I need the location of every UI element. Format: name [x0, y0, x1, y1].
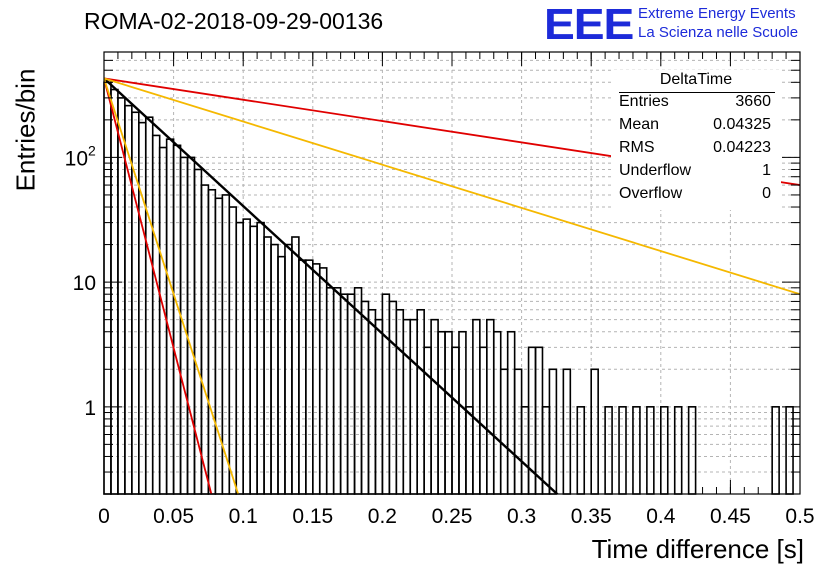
- y-axis-title: Entries/bin: [10, 68, 41, 192]
- stats-row-underflow: Underflow 1: [619, 162, 771, 184]
- y-tick-label: 1: [84, 397, 96, 420]
- stats-value: 0.04223: [713, 139, 771, 156]
- histogram-bar: [346, 293, 356, 495]
- fit-curve-2: [104, 78, 213, 494]
- histogram-bar: [332, 287, 342, 495]
- histogram-bar: [499, 368, 509, 495]
- chart-title: ROMA-02-2018-09-29-00136: [84, 8, 384, 34]
- x-tick-label: 0.35: [571, 505, 612, 528]
- stats-value: 0.04325: [713, 116, 771, 133]
- histogram-bar: [576, 406, 586, 495]
- histogram-bar: [673, 406, 683, 495]
- histogram-bar: [646, 406, 655, 495]
- y-tick-exponent: 2: [88, 142, 96, 158]
- histogram-bar: [381, 293, 391, 495]
- y-axis-title-wrap: Entries/bin: [6, 69, 46, 192]
- logo-line-1: Extreme Energy Events: [638, 5, 796, 22]
- histogram-bar: [158, 146, 168, 495]
- stats-divider: [619, 92, 775, 93]
- x-tick-label: 0.45: [710, 505, 751, 528]
- histogram-bar: [228, 206, 238, 495]
- stats-row-overflow: Overflow 0: [619, 185, 771, 207]
- x-axis-title: Time difference [s]: [591, 534, 804, 564]
- histogram-bar: [214, 197, 224, 495]
- stats-label: Overflow: [619, 185, 683, 202]
- histogram-bar: [305, 259, 314, 495]
- histogram-bar: [263, 236, 272, 495]
- histogram-bar: [618, 406, 627, 495]
- y-tick-label: 10: [65, 147, 88, 170]
- histogram-bar: [138, 121, 147, 495]
- stats-title: DeltaTime: [659, 71, 733, 88]
- histogram-bar: [200, 184, 210, 495]
- stats-label: Entries: [619, 93, 669, 110]
- histogram-bar: [144, 116, 154, 495]
- x-tick-label: 0.25: [432, 505, 473, 528]
- fit-curve-4: [104, 78, 240, 494]
- stats-row-rms: RMS 0.04223: [619, 139, 771, 161]
- histogram-bar: [311, 263, 321, 495]
- histogram-bar: [298, 259, 307, 495]
- histogram-bar: [277, 255, 286, 495]
- histogram-bar: [249, 225, 258, 495]
- histogram-bar: [562, 368, 572, 495]
- histogram-bar: [388, 300, 398, 495]
- histogram-bar: [207, 188, 217, 495]
- histogram-bar: [785, 406, 794, 495]
- histogram-bar: [548, 368, 558, 495]
- histogram-bar: [325, 287, 335, 495]
- histogram-bar: [520, 406, 530, 495]
- histogram-bar: [360, 300, 370, 495]
- histogram-bar: [395, 308, 405, 495]
- plot-frame: [103, 51, 801, 495]
- histogram-bar: [186, 156, 196, 495]
- stats-box: DeltaTime Entries 3660 Mean 0.04325 RMS …: [611, 70, 781, 210]
- histogram-bar: [632, 406, 641, 495]
- histogram-bar: [367, 308, 377, 495]
- x-tick-label: 0.5: [785, 505, 814, 528]
- stats-row-mean: Mean 0.04325: [619, 116, 771, 138]
- histogram-bar: [151, 134, 161, 495]
- fit-curve-0: [104, 77, 559, 494]
- histogram-bar: [604, 406, 613, 495]
- histogram-bar: [235, 221, 245, 495]
- x-tick-label: 0.4: [646, 505, 676, 528]
- axes: 0 0.05 0.1 0.15 0.2 0.25 0.3 0.35 0.4 0.45 0.51101…: [65, 51, 815, 528]
- stats-label: Mean: [619, 116, 660, 133]
- histogram-bar: [291, 236, 300, 495]
- histogram-bar: [513, 368, 523, 495]
- histogram-bar: [687, 406, 697, 495]
- x-tick-label: 0.2: [368, 505, 397, 528]
- x-tick-label: 0.3: [507, 505, 536, 528]
- x-tick-label: 0.15: [292, 505, 333, 528]
- histogram-bar: [590, 368, 599, 495]
- stats-value: 3660: [735, 93, 771, 110]
- stats-row-entries: Entries 3660: [619, 93, 771, 115]
- stats-label: Underflow: [619, 162, 692, 179]
- histogram-bar: [771, 406, 780, 495]
- histogram-bar: [416, 308, 425, 495]
- histogram-bar: [353, 287, 363, 495]
- histogram-bar: [242, 218, 251, 495]
- eee-logo: EEE: [544, 0, 634, 49]
- histogram-bar: [110, 88, 119, 495]
- stats-value: 1: [762, 162, 771, 179]
- x-tick-label: 0.05: [153, 505, 194, 528]
- histogram-bar: [339, 293, 349, 495]
- histogram-bar: [165, 138, 175, 495]
- stats-value: 0: [762, 185, 771, 202]
- histogram-bar: [465, 406, 474, 495]
- histogram-bar: [256, 221, 265, 495]
- x-tick-label: 0.1: [229, 505, 258, 528]
- x-tick-label: 0: [98, 505, 110, 528]
- stats-label: RMS: [619, 139, 655, 156]
- logo-line-2: La Scienza nelle Scuole: [638, 24, 799, 41]
- fit-curve-3: [104, 77, 800, 296]
- y-tick-label: 10: [73, 272, 96, 295]
- histogram-bar: [659, 406, 669, 495]
